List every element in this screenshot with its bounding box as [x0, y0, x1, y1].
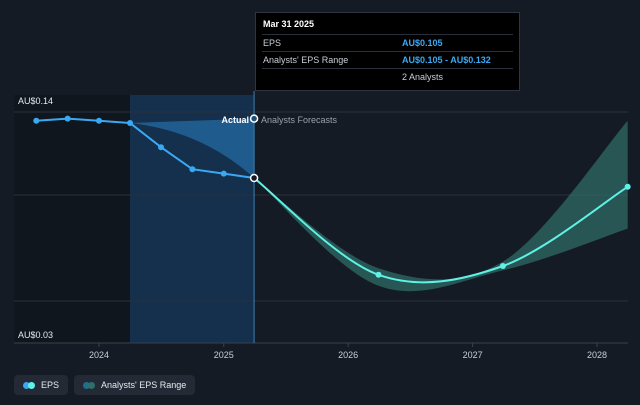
hover-tooltip: Mar 31 2025 EPS AU$0.105 Analysts' EPS R… [255, 12, 520, 91]
tooltip-eps-label: EPS [263, 38, 282, 48]
range-legend-icon [83, 381, 96, 389]
eps-legend-icon [23, 381, 35, 389]
tooltip-range-row: Analysts' EPS Range AU$0.105 - AU$0.132 [262, 51, 513, 68]
tooltip-analysts-count: 2 Analysts [262, 68, 513, 82]
tooltip-eps-value: AU$0.105 [402, 38, 443, 48]
eps-point-6[interactable] [220, 170, 227, 177]
forecast-point-2[interactable] [499, 263, 506, 269]
range-high-point[interactable] [249, 114, 259, 123]
eps-point-4[interactable] [158, 144, 165, 151]
eps-point-1[interactable] [64, 115, 71, 122]
legend-eps-label: EPS [41, 380, 60, 390]
eps-forecast-line [253, 177, 629, 284]
forecast-range-area [254, 120, 628, 292]
legend-analysts-range[interactable]: Analysts' EPS Range [74, 375, 196, 395]
eps-point-2[interactable] [96, 117, 102, 124]
forecast-point-3[interactable] [624, 183, 631, 190]
eps-point-5[interactable] [189, 166, 196, 173]
tooltip-range-value: AU$0.105 - AU$0.132 [402, 55, 491, 65]
x-tick-label-2025: 2025 [214, 350, 234, 360]
x-tick-label-2024: 2024 [89, 350, 109, 360]
tooltip-eps-row: EPS AU$0.105 [262, 34, 513, 51]
current-eps-point[interactable] [249, 173, 259, 183]
y-axis-top-label: AU$0.14 [18, 96, 53, 106]
tooltip-date: Mar 31 2025 [263, 19, 315, 29]
forecast-region-label: Analysts Forecasts [261, 115, 338, 125]
actual-region-label: Actual [221, 115, 249, 125]
chart-legend: EPS Analysts' EPS Range [14, 375, 196, 395]
tooltip-range-label: Analysts' EPS Range [263, 55, 349, 65]
x-tick-label-2027: 2027 [463, 350, 483, 360]
y-axis-bottom-label: AU$0.03 [18, 330, 53, 340]
x-tick-label-2026: 2026 [338, 350, 358, 360]
eps-point-0[interactable] [33, 117, 40, 124]
forecast-point-1[interactable] [375, 271, 382, 278]
eps-point-3[interactable] [127, 120, 134, 126]
legend-eps[interactable]: EPS [14, 375, 69, 395]
past-analyst-range-area [130, 118, 255, 178]
eps-line [36, 117, 255, 179]
x-tick-label-2028: 2028 [587, 350, 607, 360]
legend-range-label: Analysts' EPS Range [101, 380, 187, 390]
